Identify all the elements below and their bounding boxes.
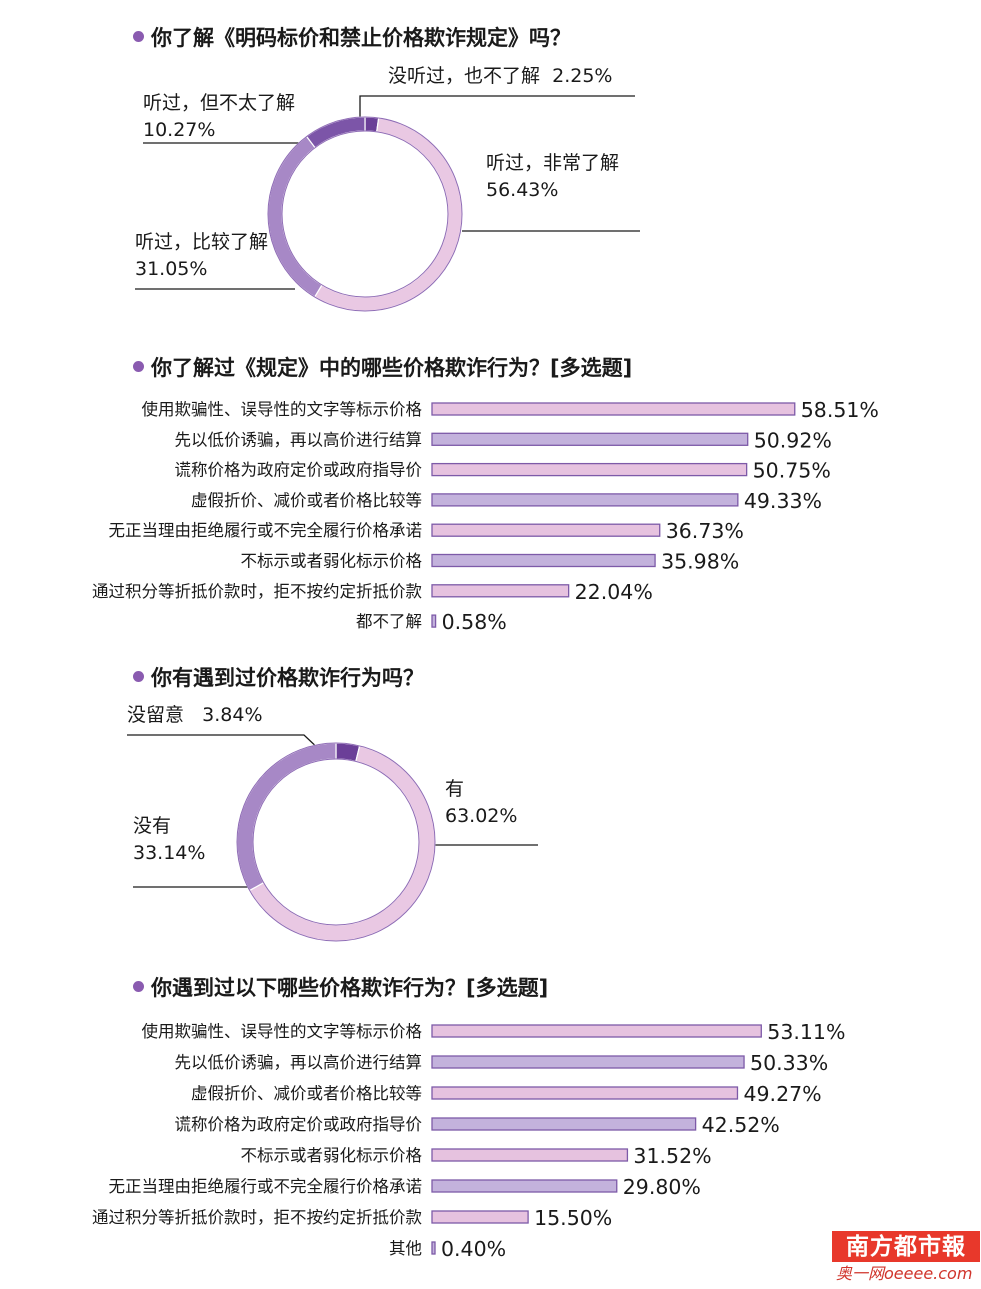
bullet-dot bbox=[133, 31, 144, 42]
donut-outline bbox=[236, 742, 436, 942]
chart1-title: 你了解《明码标价和禁止价格欺诈规定》吗？ bbox=[133, 22, 571, 52]
donut1-label-fairly: 听过，比较了解 31.05% bbox=[135, 231, 269, 280]
bar bbox=[431, 523, 661, 537]
donut1-label-not-heard: 没听过，也不了解 2.25% bbox=[388, 65, 613, 87]
bar-category-label: 虚假折价、减价或者价格比较等 bbox=[191, 1084, 422, 1103]
bar bbox=[431, 584, 570, 598]
donut-slice bbox=[236, 742, 337, 892]
bar-category-label: 无正当理由拒绝履行或不完全履行价格承诺 bbox=[109, 521, 423, 540]
bar-value-label: 49.33% bbox=[744, 489, 822, 513]
bar bbox=[431, 1179, 618, 1193]
bar bbox=[431, 1148, 629, 1162]
bar bbox=[431, 1117, 697, 1131]
bar-category-label: 其他 bbox=[389, 1239, 422, 1258]
bar-value-label: 35.98% bbox=[661, 550, 739, 574]
chart3-title: 你有遇到过价格欺诈行为吗？ bbox=[133, 662, 424, 692]
bar-value-label: 22.04% bbox=[575, 580, 653, 604]
bar-value-label: 50.92% bbox=[754, 428, 832, 452]
bar-value-label: 58.51% bbox=[801, 398, 879, 422]
donut1-label-very: 听过，非常了解 56.43% bbox=[486, 152, 620, 201]
bullet-dot bbox=[133, 981, 144, 992]
bar-category-label: 不标示或者弱化标示价格 bbox=[241, 552, 423, 571]
bar bbox=[431, 402, 796, 416]
bar bbox=[431, 1024, 762, 1038]
bullet-dot bbox=[133, 361, 144, 372]
bar-category-label: 无正当理由拒绝履行或不完全履行价格承诺 bbox=[109, 1177, 423, 1196]
bar bbox=[431, 1086, 739, 1100]
bar-value-label: 50.33% bbox=[750, 1051, 828, 1075]
chart1-title-text: 你了解《明码标价和禁止价格欺诈规定》吗？ bbox=[151, 26, 571, 50]
bar-category-label: 先以低价诱骗，再以高价进行结算 bbox=[175, 1053, 423, 1072]
bar-value-label: 0.40% bbox=[441, 1237, 506, 1261]
bar bbox=[431, 462, 748, 477]
bar bbox=[431, 614, 437, 628]
bar bbox=[431, 493, 739, 507]
donut-slice bbox=[267, 135, 323, 298]
bar-category-label: 使用欺骗性、误导性的文字等标示价格 bbox=[142, 400, 423, 419]
bar-category-label: 使用欺骗性、误导性的文字等标示价格 bbox=[142, 1022, 423, 1041]
donut-outline bbox=[252, 758, 420, 926]
chart3-title-text: 你有遇到过价格欺诈行为吗？ bbox=[151, 666, 424, 690]
donut1-label-little: 听过，但不太了解 10.27% bbox=[143, 92, 296, 141]
bar-category-label: 不标示或者弱化标示价格 bbox=[241, 1146, 423, 1165]
bullet-dot bbox=[133, 671, 144, 682]
bar-value-label: 53.11% bbox=[767, 1020, 845, 1044]
donut-outline bbox=[267, 116, 463, 312]
site-logo: 奥一网oeeee.com bbox=[836, 1264, 973, 1283]
bar-category-label: 谎称价格为政府定价或政府指导价 bbox=[175, 461, 423, 480]
donut2-label-yes: 有 63.02% bbox=[445, 778, 518, 827]
donut2-label-unnoticed: 没留意 3.84% bbox=[127, 704, 263, 726]
donut-outline bbox=[281, 130, 449, 298]
donut1 bbox=[267, 116, 463, 312]
bar bbox=[431, 553, 656, 568]
bar-value-label: 36.73% bbox=[666, 519, 744, 543]
bar-value-label: 0.58% bbox=[442, 610, 507, 634]
chart2-title: 你了解过《规定》中的哪些价格欺诈行为？[多选题] bbox=[133, 352, 632, 382]
bar-category-label: 先以低价诱骗，再以高价进行结算 bbox=[175, 430, 423, 449]
bar-value-label: 49.27% bbox=[743, 1082, 821, 1106]
newspaper-logo-watermark: 南方都市報 奥一网oeeee.com bbox=[832, 1231, 980, 1287]
donut2-label-no: 没有 33.14% bbox=[133, 815, 206, 864]
bar-category-label: 谎称价格为政府定价或政府指导价 bbox=[175, 1115, 423, 1134]
bar-value-label: 50.75% bbox=[753, 459, 831, 483]
chart4-title-text: 你遇到过以下哪些价格欺诈行为？[多选题] bbox=[151, 976, 549, 1000]
bar bbox=[431, 1210, 529, 1224]
bar-value-label: 15.50% bbox=[534, 1206, 612, 1230]
bar-value-label: 31.52% bbox=[633, 1144, 711, 1168]
newspaper-logo: 南方都市報 bbox=[832, 1231, 980, 1262]
donut-slice bbox=[313, 117, 463, 312]
bar-category-label: 通过积分等折抵价款时，拒不按约定折抵价款 bbox=[92, 582, 423, 601]
bar-category-label: 都不了解 bbox=[356, 612, 422, 631]
bar-category-label: 虚假折价、减价或者价格比较等 bbox=[191, 491, 422, 510]
chart2-title-text: 你了解过《规定》中的哪些价格欺诈行为？[多选题] bbox=[151, 356, 633, 380]
donut2 bbox=[236, 742, 436, 942]
bar bbox=[431, 432, 749, 446]
donut1-leader-lines bbox=[135, 95, 640, 290]
bar bbox=[431, 1055, 745, 1069]
bars1: 使用欺骗性、误导性的文字等标示价格 58.51% 先以低价诱骗，再以高价进行结算 50… bbox=[92, 398, 879, 634]
bar bbox=[431, 1241, 436, 1255]
bar-value-label: 29.80% bbox=[623, 1175, 701, 1199]
bar-value-label: 42.52% bbox=[702, 1113, 780, 1137]
bars2: 使用欺骗性、误导性的文字等标示价格 53.11% 先以低价诱骗，再以高价进行结算 50… bbox=[92, 1020, 845, 1261]
chart4-title: 你遇到过以下哪些价格欺诈行为？[多选题] bbox=[133, 972, 548, 1002]
bar-category-label: 通过积分等折抵价款时，拒不按约定折抵价款 bbox=[92, 1208, 423, 1227]
